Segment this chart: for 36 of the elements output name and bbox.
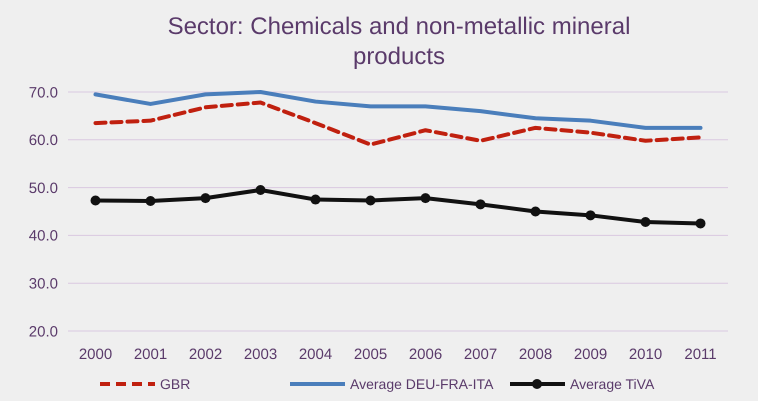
x-tick-label: 2001	[134, 346, 168, 363]
x-tick-label: 2010	[628, 346, 662, 363]
x-tick-label: 2008	[518, 346, 552, 363]
y-tick-label: 60.0	[28, 132, 58, 150]
point	[696, 218, 706, 228]
y-tick-label: 70.0	[28, 84, 58, 102]
x-tick-label: 2002	[188, 346, 222, 363]
line-series	[94, 100, 702, 147]
x-tick-label: 2011	[684, 346, 717, 363]
x-tick-label: 2000	[78, 346, 112, 363]
legend-label: Average TiVA	[570, 376, 655, 392]
legend-label: Average DEU-FRA-ITA	[350, 376, 494, 392]
legend-label: GBR	[160, 376, 190, 392]
x-tick-label: 2005	[354, 346, 388, 363]
point	[530, 206, 540, 216]
y-tick-label: 30.0	[28, 275, 58, 292]
point	[366, 196, 376, 206]
point	[586, 210, 596, 220]
line-series	[94, 90, 702, 130]
point	[146, 196, 156, 206]
y-tick-label: 20.0	[28, 323, 58, 340]
point	[256, 184, 266, 195]
y-tick-label: 40.0	[28, 228, 58, 245]
x-tick-label: 2006	[408, 346, 442, 363]
point	[90, 196, 100, 206]
x-tick-label: 2004	[298, 346, 332, 363]
point	[420, 193, 430, 204]
x-tick-label: 2009	[574, 346, 608, 363]
chart-title: Sector: Chemicals and non-metallic mineral products	[168, 13, 630, 70]
point	[200, 193, 210, 204]
point	[310, 194, 320, 205]
point	[640, 217, 650, 228]
y-tick-label: 50.0	[28, 180, 58, 197]
x-tick-label: 2007	[464, 346, 498, 363]
x-tick-label: 2003	[244, 346, 278, 363]
point	[476, 199, 486, 210]
